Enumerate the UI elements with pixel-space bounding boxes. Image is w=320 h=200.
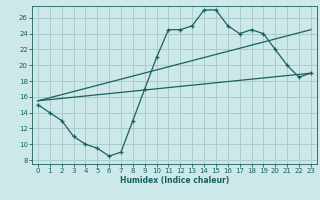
X-axis label: Humidex (Indice chaleur): Humidex (Indice chaleur)	[120, 176, 229, 185]
